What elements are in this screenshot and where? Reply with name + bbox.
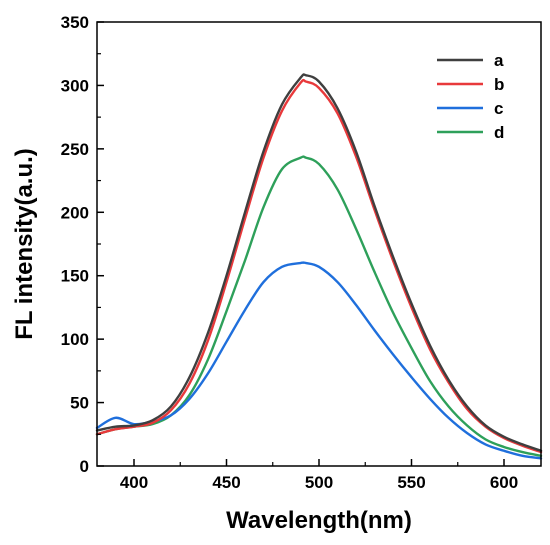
- y-axis-title: FL intensity(a.u.): [11, 148, 38, 340]
- x-tick-label: 400: [120, 473, 148, 492]
- series-line-c: [95, 261, 543, 460]
- y-tick-label: 100: [61, 330, 89, 349]
- series-line-a: [95, 73, 543, 452]
- y-tick-label: 200: [61, 203, 89, 222]
- legend-label-d: d: [494, 123, 504, 142]
- y-tick-label: 250: [61, 140, 89, 159]
- y-tick-label: 50: [70, 394, 89, 413]
- legend-label-c: c: [494, 99, 503, 118]
- legend-label-b: b: [494, 75, 504, 94]
- y-axis: 0 50 100 150 200 250 300 350: [61, 13, 104, 476]
- series-line-d: [95, 155, 543, 458]
- x-tick-label: 500: [305, 473, 333, 492]
- legend-label-a: a: [494, 51, 504, 70]
- y-tick-label: 350: [61, 13, 89, 32]
- y-tick-label: 0: [80, 457, 89, 476]
- x-axis: 400 450 500 550 600: [120, 459, 518, 492]
- plot-lines: [95, 73, 543, 460]
- x-tick-label: 600: [490, 473, 518, 492]
- x-axis-title: Wavelength(nm): [226, 507, 412, 534]
- x-tick-label: 450: [212, 473, 240, 492]
- series-line-b: [95, 78, 543, 454]
- y-tick-label: 300: [61, 76, 89, 95]
- x-tick-label: 550: [397, 473, 425, 492]
- y-tick-label: 150: [61, 267, 89, 286]
